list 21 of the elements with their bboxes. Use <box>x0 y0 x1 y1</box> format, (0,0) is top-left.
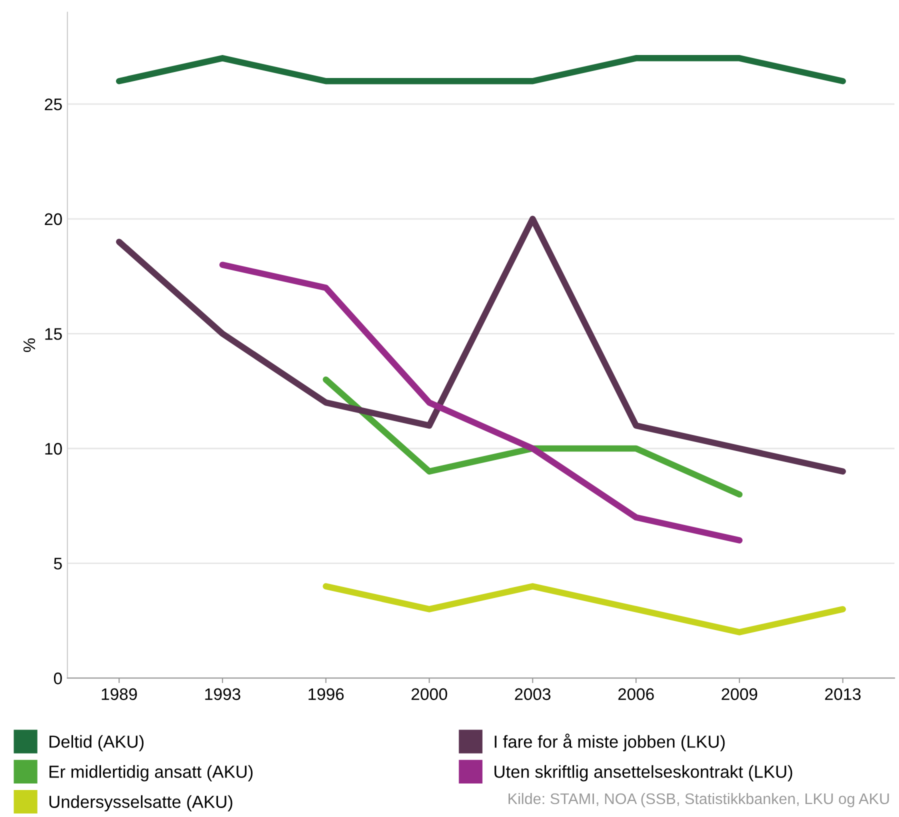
text: Kilde: STAMI, NOA (SSB, Statistikkbanken, LKU og AKU <box>508 792 889 808</box>
x-tick-label: 1996 <box>308 688 344 700</box>
y-axis-title: % <box>23 338 36 352</box>
y-tick-label: 10 <box>45 442 62 455</box>
legend-label: Undersysselsatte (AKU) <box>49 795 232 812</box>
y-tick-label: 25 <box>44 98 62 110</box>
x-tick-label: 1993 <box>205 688 240 700</box>
legend-label: Er midlertidig ansatt (AKU) <box>50 765 253 782</box>
x-tick-label: 2000 <box>412 688 448 700</box>
y-tick-label: 15 <box>45 328 62 340</box>
x-tick-label: 2006 <box>618 688 654 700</box>
x-tick-label: 1989 <box>102 688 137 700</box>
y-tick-label: 5 <box>54 558 62 570</box>
y-tick-label: 0 <box>54 672 62 684</box>
legend-label: Uten skriftlig ansettelseskontrakt (LKU) <box>494 765 792 782</box>
x-tick-label: 2009 <box>722 688 758 700</box>
legend-label: I fare for å miste jobben (LKU) <box>494 734 725 752</box>
legend-label: Deltid (AKU) <box>50 735 144 752</box>
x-tick-label: 2003 <box>514 688 550 700</box>
y-tick-label: 20 <box>44 213 62 226</box>
x-tick-label: 2013 <box>825 688 861 700</box>
